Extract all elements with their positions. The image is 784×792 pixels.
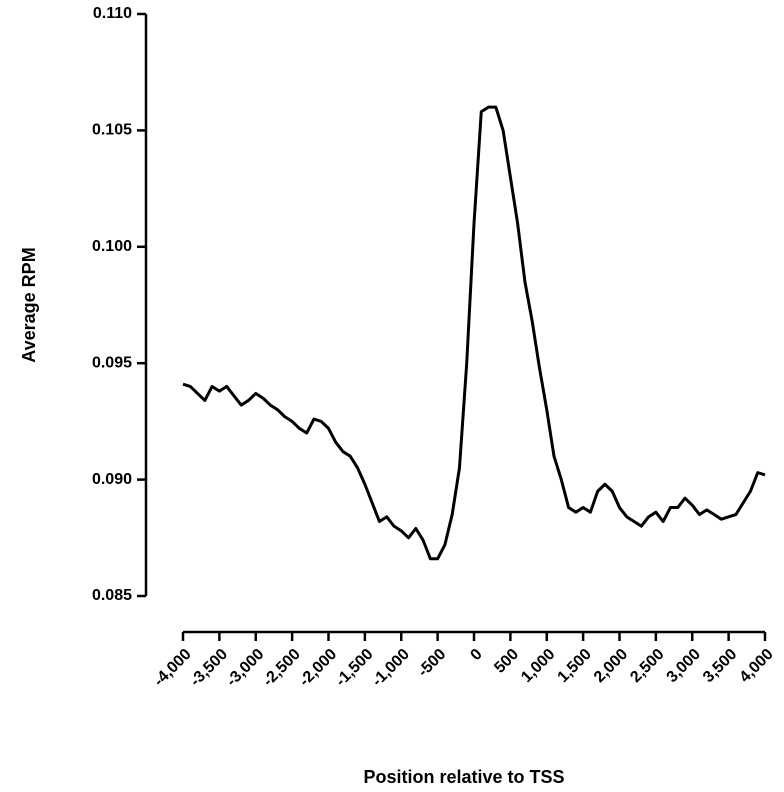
x-tick-label: 1,500 [555, 646, 595, 686]
x-tick-label: -4,000 [151, 646, 195, 690]
data-line [182, 105, 766, 561]
x-tick-label: -500 [415, 646, 450, 681]
y-tick-label: 0.095 [92, 354, 132, 371]
x-tick-label: 4,000 [736, 646, 776, 686]
x-tick-label: 3,500 [700, 646, 740, 686]
x-tick-label: 3,000 [664, 646, 704, 686]
x-axis-label: Position relative to TSS [363, 767, 564, 787]
x-tick-label: -1,000 [369, 646, 413, 690]
y-tick-label: 0.090 [92, 471, 132, 488]
x-tick-label: 2,500 [627, 646, 667, 686]
y-tick-label: 0.085 [92, 587, 132, 604]
x-tick-label: -3,000 [223, 646, 267, 690]
x-tick-label: -2,000 [296, 646, 340, 690]
x-tick-label: 2,000 [591, 646, 631, 686]
x-tick-label: -2,500 [260, 646, 304, 690]
x-tick-label: 1,000 [518, 646, 558, 686]
y-axis-label: Average RPM [19, 247, 39, 362]
x-tick-label: -1,500 [333, 646, 377, 690]
x-tick-label: 500 [491, 646, 522, 677]
x-tick-label: -3,500 [187, 646, 231, 690]
y-tick-label: 0.110 [93, 5, 132, 22]
y-tick-label: 0.105 [92, 122, 132, 139]
y-tick-label: 0.100 [92, 238, 132, 255]
x-tick-label: 0 [467, 646, 485, 664]
